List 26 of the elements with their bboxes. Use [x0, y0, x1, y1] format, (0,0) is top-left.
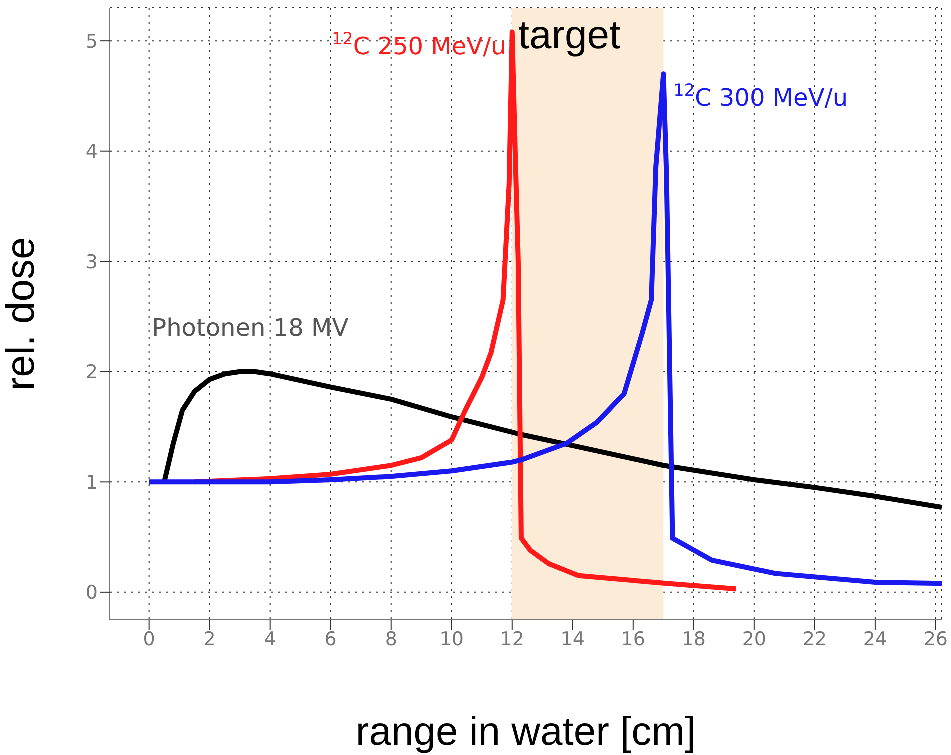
x-tick-label: 12 [500, 628, 524, 650]
x-tick-label: 2 [204, 628, 216, 650]
x-tick-label: 6 [324, 628, 337, 650]
x-tick-label: 4 [264, 628, 276, 650]
series-label: $^{12}$C 300 MeV/u [674, 80, 848, 112]
x-tick-label: 20 [742, 628, 767, 650]
y-axis-title: rel. dose [0, 237, 44, 391]
x-tick-label: 0 [143, 628, 156, 650]
x-tick-label: 26 [924, 628, 948, 650]
y-tick-label: 4 [86, 141, 98, 164]
x-tick-label: 10 [440, 628, 464, 650]
series-label: Photonen 18 MV [152, 314, 350, 342]
x-tick-label: 22 [802, 628, 828, 650]
x-tick-label: 14 [560, 628, 585, 650]
y-tick-label: 5 [86, 30, 98, 53]
y-tick-label: 2 [86, 362, 98, 384]
y-tick-label: 1 [86, 472, 98, 494]
x-tick-label: 18 [682, 628, 706, 650]
x-tick-label: 24 [863, 628, 888, 650]
x-tick-label: 8 [385, 628, 398, 650]
series-label: $^{12}$C 250 MeV/u [332, 28, 506, 60]
y-tick-label: 3 [86, 251, 98, 274]
y-tick-label: 0 [86, 582, 98, 604]
x-tick-label: 16 [621, 628, 646, 650]
band-label: target [518, 13, 621, 58]
x-axis-title: range in water [cm] [356, 710, 696, 754]
